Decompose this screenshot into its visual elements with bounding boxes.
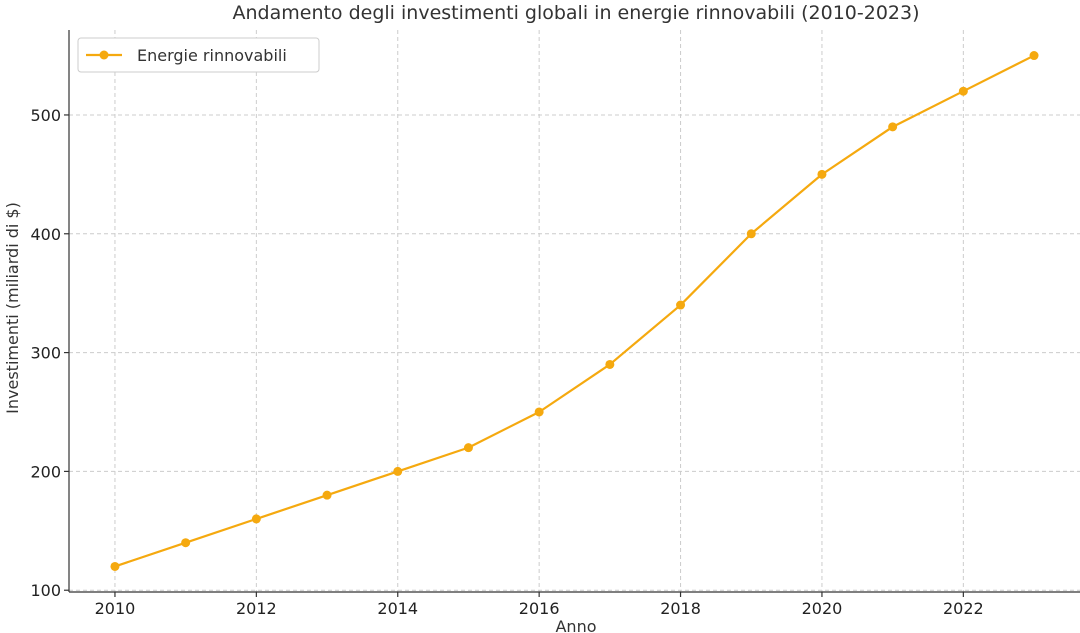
data-point <box>958 86 968 96</box>
legend-marker <box>99 50 109 60</box>
y-tick-label: 400 <box>30 225 61 244</box>
data-point <box>181 538 191 548</box>
data-point <box>1029 51 1039 61</box>
data-point <box>110 561 120 571</box>
x-tick-label: 2020 <box>802 599 843 618</box>
x-tick-label: 2016 <box>519 599 560 618</box>
x-tick-label: 2018 <box>660 599 701 618</box>
legend-box <box>77 37 320 73</box>
y-tick-label: 200 <box>30 462 61 481</box>
x-tick-label: 2022 <box>943 599 984 618</box>
data-point <box>393 466 403 476</box>
data-point <box>605 359 615 369</box>
series-layer <box>110 51 1039 571</box>
legend: Energie rinnovabili <box>77 37 320 73</box>
y-ticks: 100 200 300 400 500 <box>30 106 69 600</box>
grid <box>69 30 1080 592</box>
y-tick-label: 100 <box>30 581 61 600</box>
data-point <box>676 300 686 310</box>
legend-label: Energie rinnovabili <box>137 46 287 65</box>
data-point <box>888 122 898 132</box>
data-point <box>534 407 544 417</box>
data-point <box>322 490 332 500</box>
axes-frame <box>68 30 1080 593</box>
y-tick-label: 300 <box>30 344 61 363</box>
x-tick-label: 2012 <box>236 599 277 618</box>
data-point <box>463 443 473 453</box>
y-axis-label: Investimenti (miliardi di $) <box>3 202 22 414</box>
y-tick-label: 500 <box>30 106 61 125</box>
data-point <box>251 514 261 524</box>
data-point <box>817 169 827 179</box>
data-point <box>746 229 756 239</box>
series-line <box>114 54 1035 568</box>
x-tick-label: 2014 <box>377 599 418 618</box>
x-ticks: 2010 2012 2014 2016 2018 2020 2022 <box>95 592 984 618</box>
x-tick-label: 2010 <box>95 599 136 618</box>
x-axis-label: Anno <box>555 617 596 633</box>
chart-title: Andamento degli investimenti globali in … <box>233 2 920 24</box>
